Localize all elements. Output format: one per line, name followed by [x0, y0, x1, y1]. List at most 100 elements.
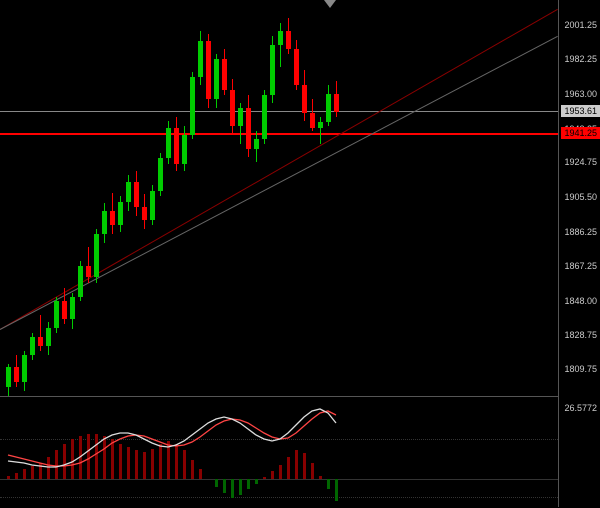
macd-hist-bar: [143, 452, 146, 479]
macd-hist-bar: [103, 436, 106, 479]
macd-hist-bar: [175, 444, 178, 479]
indicator-panel[interactable]: [0, 397, 559, 507]
macd-hist-bar: [303, 453, 306, 479]
current-bar-marker: [324, 0, 336, 8]
macd-hist-bar: [183, 450, 186, 479]
price-panel[interactable]: [0, 0, 559, 397]
candle[interactable]: [222, 0, 227, 396]
candle[interactable]: [158, 0, 163, 396]
macd-hist-bar: [255, 479, 258, 484]
macd-hist-bar: [335, 479, 338, 501]
indicator-guide: [0, 439, 558, 441]
macd-hist-bar: [311, 463, 314, 479]
candle[interactable]: [166, 0, 171, 396]
macd-hist-bar: [79, 436, 82, 479]
macd-hist-bar: [47, 457, 50, 479]
candle[interactable]: [334, 0, 339, 396]
candle[interactable]: [38, 0, 43, 396]
candle[interactable]: [270, 0, 275, 396]
trading-chart: 1809.75 1828.75 1848.00 1867.25 1886.25 1905.…: [0, 0, 600, 508]
indicator-baseline: [0, 479, 558, 480]
y-axis-label: 1886.25: [564, 227, 597, 237]
candle[interactable]: [294, 0, 299, 396]
macd-hist-bar: [215, 479, 218, 487]
macd-hist-bar: [151, 449, 154, 479]
macd-hist-bar: [159, 444, 162, 479]
macd-hist-bar: [71, 439, 74, 479]
macd-hist-bar: [127, 447, 130, 479]
candle[interactable]: [174, 0, 179, 396]
y-axis-label: 1905.50: [564, 192, 597, 202]
candle[interactable]: [86, 0, 91, 396]
candle[interactable]: [150, 0, 155, 396]
macd-hist-bar: [63, 444, 66, 479]
candle[interactable]: [318, 0, 323, 396]
macd-hist-bar: [31, 466, 34, 479]
candle[interactable]: [94, 0, 99, 396]
candle[interactable]: [230, 0, 235, 396]
y-axis-label: 1982.25: [564, 54, 597, 64]
candle[interactable]: [14, 0, 19, 396]
macd-hist-bar: [287, 457, 290, 479]
candle[interactable]: [302, 0, 307, 396]
candle[interactable]: [238, 0, 243, 396]
y-axis-label: 1963.00: [564, 89, 597, 99]
candle[interactable]: [262, 0, 267, 396]
candle[interactable]: [78, 0, 83, 396]
y-axis-label: 2001.25: [564, 20, 597, 30]
macd-hist-bar: [279, 465, 282, 479]
macd-hist-bar: [23, 469, 26, 479]
y-axis-label: 1848.00: [564, 296, 597, 306]
candle[interactable]: [126, 0, 131, 396]
macd-hist-bar: [39, 463, 42, 479]
candle[interactable]: [46, 0, 51, 396]
candle[interactable]: [206, 0, 211, 396]
macd-hist-bar: [295, 450, 298, 479]
macd-hist-bar: [135, 450, 138, 479]
candle[interactable]: [54, 0, 59, 396]
candle[interactable]: [190, 0, 195, 396]
candle[interactable]: [310, 0, 315, 396]
candle[interactable]: [182, 0, 187, 396]
candle[interactable]: [278, 0, 283, 396]
current-price-marker: 1953.61: [561, 105, 600, 117]
candle[interactable]: [198, 0, 203, 396]
macd-hist-bar: [327, 479, 330, 489]
candle[interactable]: [134, 0, 139, 396]
macd-hist-bar: [247, 479, 250, 489]
indicator-y-label: 26.5772: [564, 403, 597, 413]
macd-hist-bar: [263, 477, 266, 479]
macd-hist-bar: [7, 476, 10, 479]
macd-hist-bar: [111, 439, 114, 479]
macd-hist-bar: [271, 471, 274, 479]
macd-hist-bar: [87, 434, 90, 479]
candle[interactable]: [326, 0, 331, 396]
candle[interactable]: [62, 0, 67, 396]
macd-hist-bar: [231, 479, 234, 498]
y-axis-label: 1828.75: [564, 330, 597, 340]
y-axis-label: 1809.75: [564, 364, 597, 374]
candle[interactable]: [102, 0, 107, 396]
y-axis-label: 1867.25: [564, 261, 597, 271]
macd-hist-bar: [223, 479, 226, 493]
candle[interactable]: [22, 0, 27, 396]
indicator-guide: [0, 497, 558, 499]
candle[interactable]: [30, 0, 35, 396]
candle[interactable]: [142, 0, 147, 396]
macd-hist-bar: [319, 476, 322, 479]
y-axis: 1809.75 1828.75 1848.00 1867.25 1886.25 1905.…: [559, 0, 600, 508]
candle[interactable]: [110, 0, 115, 396]
candle[interactable]: [6, 0, 11, 396]
macd-hist-bar: [199, 469, 202, 479]
indicator-lines: [0, 397, 558, 507]
macd-hist-bar: [191, 460, 194, 479]
support-price-marker: 1941.25: [561, 127, 600, 139]
candle[interactable]: [214, 0, 219, 396]
candle[interactable]: [286, 0, 291, 396]
macd-hist-bar: [167, 441, 170, 479]
candle[interactable]: [118, 0, 123, 396]
macd-hist-bar: [95, 434, 98, 479]
candle[interactable]: [70, 0, 75, 396]
candle[interactable]: [254, 0, 259, 396]
candle[interactable]: [246, 0, 251, 396]
